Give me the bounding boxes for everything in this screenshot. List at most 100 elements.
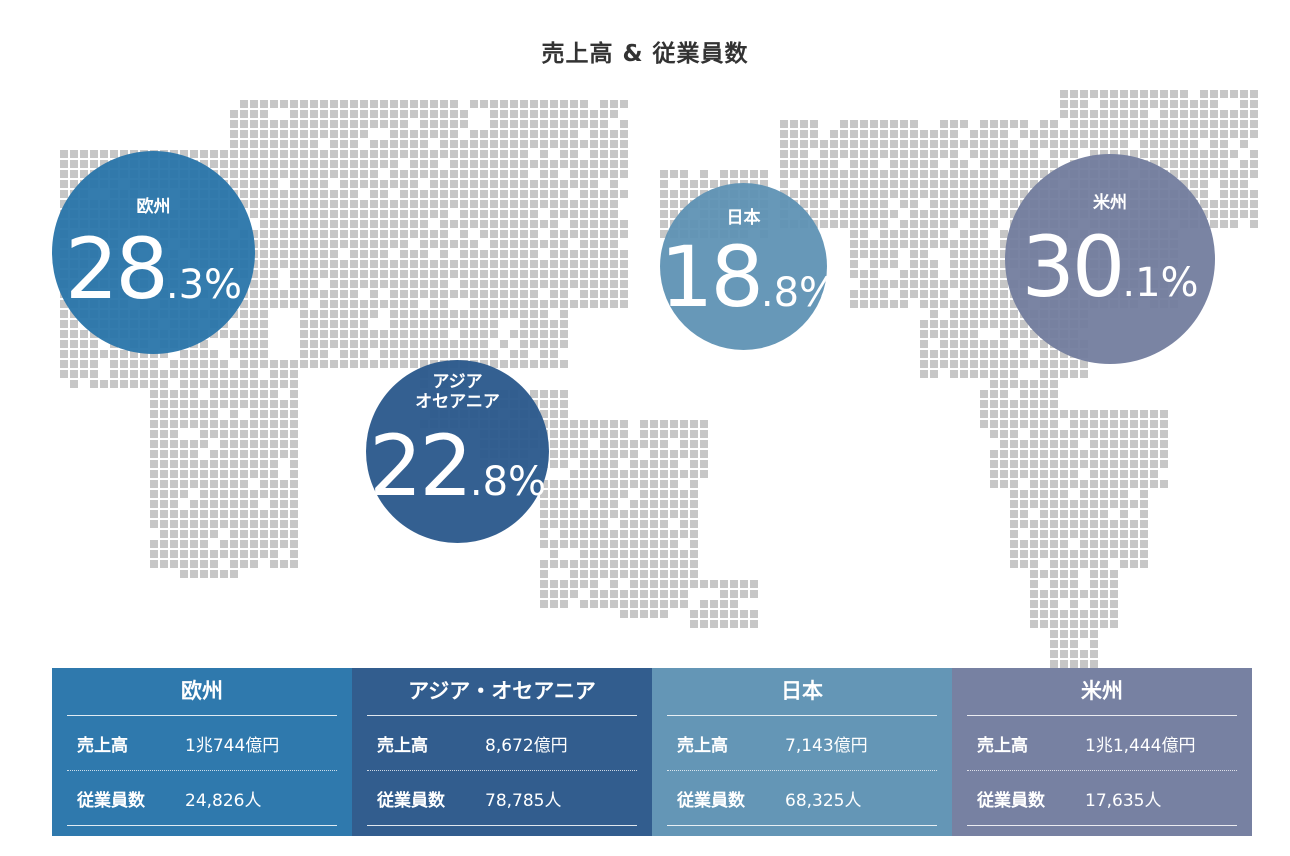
map-dot bbox=[880, 180, 888, 188]
map-dot bbox=[1100, 600, 1108, 608]
map-dot bbox=[240, 480, 248, 488]
map-dot bbox=[970, 330, 978, 338]
map-dot bbox=[450, 190, 458, 198]
map-dot bbox=[1110, 420, 1118, 428]
map-dot bbox=[1240, 120, 1248, 128]
map-dot bbox=[400, 340, 408, 348]
map-dot bbox=[810, 180, 818, 188]
map-dot bbox=[320, 240, 328, 248]
map-dot bbox=[910, 150, 918, 158]
map-dot bbox=[230, 440, 238, 448]
map-dot bbox=[610, 160, 618, 168]
map-dot bbox=[250, 280, 258, 288]
map-dot bbox=[570, 120, 578, 128]
map-dot bbox=[1030, 600, 1038, 608]
map-dot bbox=[930, 260, 938, 268]
map-dot bbox=[240, 350, 248, 358]
map-dot bbox=[370, 270, 378, 278]
map-dot bbox=[1090, 130, 1098, 138]
map-dot bbox=[520, 130, 528, 138]
map-dot bbox=[610, 240, 618, 248]
map-dot bbox=[260, 300, 268, 308]
map-dot bbox=[1160, 150, 1168, 158]
map-dot bbox=[490, 190, 498, 198]
map-dot bbox=[560, 460, 568, 468]
map-dot bbox=[560, 230, 568, 238]
map-dot bbox=[440, 310, 448, 318]
map-dot bbox=[220, 500, 228, 508]
map-dot bbox=[360, 360, 368, 368]
map-dot bbox=[940, 340, 948, 348]
map-dot bbox=[400, 260, 408, 268]
map-dot bbox=[170, 520, 178, 528]
map-dot bbox=[250, 410, 258, 418]
map-dot bbox=[1110, 110, 1118, 118]
map-dot bbox=[1040, 420, 1048, 428]
map-dot bbox=[260, 110, 268, 118]
map-dot bbox=[240, 390, 248, 398]
map-dot bbox=[1040, 130, 1048, 138]
map-dot bbox=[980, 130, 988, 138]
map-dot bbox=[430, 330, 438, 338]
map-dot bbox=[990, 290, 998, 298]
map-dot bbox=[420, 210, 428, 218]
map-dot bbox=[150, 510, 158, 518]
map-dot bbox=[170, 360, 178, 368]
map-dot bbox=[60, 340, 68, 348]
map-dot bbox=[1150, 440, 1158, 448]
map-dot bbox=[150, 480, 158, 488]
map-dot bbox=[580, 210, 588, 218]
map-dot bbox=[1040, 620, 1048, 628]
map-dot bbox=[1140, 440, 1148, 448]
map-dot bbox=[370, 160, 378, 168]
map-dot bbox=[700, 180, 708, 188]
map-dot bbox=[210, 380, 218, 388]
map-dot bbox=[660, 540, 668, 548]
map-dot bbox=[810, 130, 818, 138]
map-dot bbox=[510, 200, 518, 208]
map-dot bbox=[1110, 610, 1118, 618]
map-dot bbox=[400, 230, 408, 238]
map-dot bbox=[930, 360, 938, 368]
map-dot bbox=[1100, 490, 1108, 498]
map-dot bbox=[200, 400, 208, 408]
map-dot bbox=[1100, 410, 1108, 418]
map-dot bbox=[630, 520, 638, 528]
map-dot bbox=[160, 550, 168, 558]
map-dot bbox=[550, 300, 558, 308]
map-dot bbox=[420, 310, 428, 318]
map-dot bbox=[280, 140, 288, 148]
map-dot bbox=[1070, 620, 1078, 628]
map-dot bbox=[610, 280, 618, 288]
map-dot bbox=[1020, 440, 1028, 448]
map-dot bbox=[530, 180, 538, 188]
map-dot bbox=[210, 160, 218, 168]
map-dot bbox=[520, 100, 528, 108]
map-dot bbox=[890, 160, 898, 168]
map-dot bbox=[290, 500, 298, 508]
map-dot bbox=[490, 280, 498, 288]
map-dot bbox=[820, 140, 828, 148]
map-dot bbox=[470, 280, 478, 288]
map-dot bbox=[290, 390, 298, 398]
map-dot bbox=[950, 270, 958, 278]
map-dot bbox=[120, 370, 128, 378]
map-dot bbox=[620, 220, 628, 228]
map-dot bbox=[870, 240, 878, 248]
map-dot bbox=[580, 110, 588, 118]
map-dot bbox=[260, 250, 268, 258]
map-dot bbox=[940, 280, 948, 288]
map-dot bbox=[410, 190, 418, 198]
map-dot bbox=[460, 220, 468, 228]
map-dot bbox=[870, 260, 878, 268]
map-dot bbox=[1250, 160, 1258, 168]
map-dot bbox=[540, 150, 548, 158]
map-dot bbox=[320, 150, 328, 158]
map-dot bbox=[870, 210, 878, 218]
map-dot bbox=[500, 210, 508, 218]
map-dot bbox=[250, 170, 258, 178]
map-dot bbox=[320, 230, 328, 238]
map-dot bbox=[1240, 180, 1248, 188]
map-dot bbox=[1130, 450, 1138, 458]
map-dot bbox=[330, 190, 338, 198]
